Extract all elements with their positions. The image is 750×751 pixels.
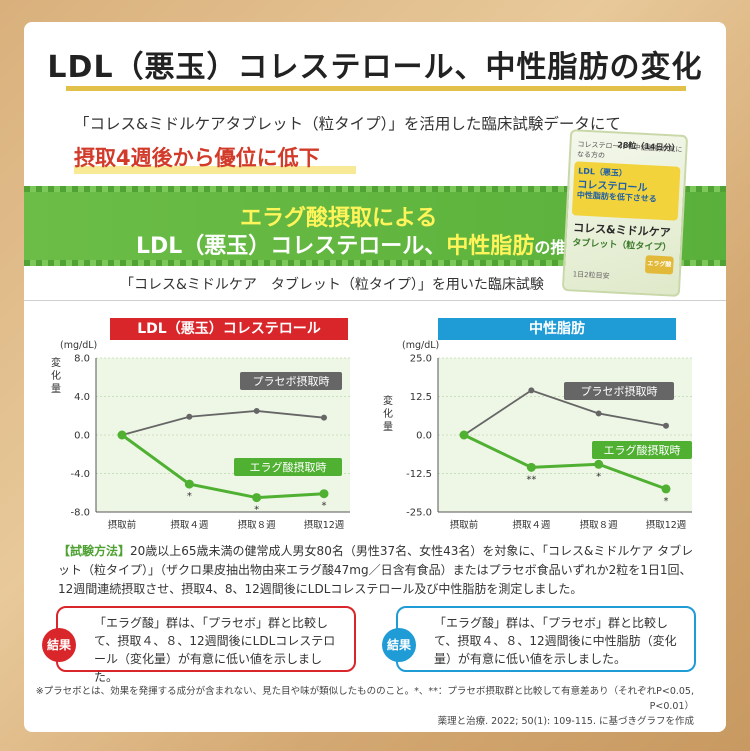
trial-divider [24,300,726,301]
tg-plot-bg [438,358,692,512]
product-package: コレステロールや中性脂肪が気になる方の 28粒（14日分） LDL（悪玉） コレ… [561,129,689,297]
page-title: LDL（悪玉）コレステロール、中性脂肪の変化 [47,50,703,85]
ldl-ytick-label: 8.0 [74,354,90,365]
tg-chart: (mg/dL) 変化量 25.0 12.5 0.0 -12.5 -25.0 摂取前 摂取４週 摂取… [383,340,692,531]
method-lead: 【試験方法】 [58,544,131,558]
result-tg-box: 「エラグ酸」群は、「プラセボ」群と比較して、摂取４、８、12週間後に中性脂肪（変… [396,606,696,672]
product-footer: 1日2粒目安 [572,270,610,281]
banner-ldl: LDL（悪玉）コレステロール、 [136,234,447,259]
banner-tg: 中性脂肪 [446,234,535,259]
result-tg-badge: 結果 [382,628,416,662]
result-ldl-badge: 結果 [42,628,76,662]
tg-ylabel-char: 化 [383,407,393,420]
ldl-significance-mark: * [322,501,327,512]
ldl-ylabel-char: 変 [51,356,61,369]
ldl-point-ellagic [252,493,262,503]
highlight-text: 摂取4週後から優位に低下 [74,146,320,170]
ldl-point-placebo [321,414,327,421]
tg-ytick-label: -12.5 [406,469,432,480]
tg-point-placebo [528,387,535,394]
ldl-significance-mark: * [187,491,192,502]
tg-unit-label: (mg/dL) [402,340,439,351]
ldl-legend-box-placebo [240,372,342,390]
tg-point-ellagic [459,430,469,440]
tg-xtick-label: 摂取４週 [512,519,551,531]
ldl-ytick-label: -8.0 [70,508,90,519]
tg-legend-box-placebo [564,382,674,400]
footnote: ※プラセボとは、効果を発揮する成分が含まれない、見た目や味が類似したもののこと。… [0,684,694,729]
highlight-underline [74,166,356,174]
ldl-xtick-label: 摂取８週 [238,519,277,531]
tg-ylabel-char: 量 [383,421,393,433]
ldl-legend-label-placebo: プラセボ摂取時 [253,374,330,388]
ldl-series-line-ellagic [121,433,325,500]
tg-point-placebo [663,422,669,429]
ldl-xtick-label: 摂取４週 [170,519,209,531]
result-ldl-text: 「エラグ酸」群は、「プラセボ」群と比較して、摂取４、８、12週間後にLDLコレス… [94,616,336,684]
result-ldl-box: 「エラグ酸」群は、「プラセボ」群と比較して、摂取４、８、12週間後にLDLコレス… [56,606,356,684]
banner-stripes-bottom [24,260,726,266]
ldl-point-placebo [253,407,260,414]
ldl-point-ellagic [319,489,329,499]
ldl-ylabel-char: 化 [51,369,61,382]
tg-significance-mark: * [664,496,669,507]
ldl-point-placebo [186,413,193,420]
tg-legend-label-placebo: プラセボ摂取時 [581,384,658,398]
tg-xtick-label: 摂取８週 [580,519,619,531]
footnote-line2: 薬理と治療. 2022; 50(1): 109-115. に基づきグラフを作成 [437,716,694,727]
method-text: 【試験方法】20歳以上65歳未満の健常成人男女80名（男性37名、女性43名）を… [58,542,698,599]
banner-stripes-top [24,186,726,192]
ldl-ytick-label: -4.0 [70,469,90,480]
tg-ytick-label: 25.0 [410,354,432,365]
tg-xtick-label: 摂取前 [450,519,479,531]
footnote-line1: ※プラセボとは、効果を発揮する成分が含まれない、見た目や味が類似したもののこと。… [35,686,694,712]
chart-ldl-title: LDL（悪玉）コレステロール [110,318,348,340]
ldl-significance-mark: * [254,505,259,516]
ldl-ylabel-char: 量 [51,383,61,395]
trial-title: 「コレス&ミドルケア タブレット（粒タイプ）」を用いた臨床試験 [120,277,544,293]
tg-ytick-label: 12.5 [410,392,432,403]
tg-xtick-label: 摂取12週 [646,519,687,531]
tg-legend-label-ellagic: エラグ酸摂取時 [604,443,681,457]
tg-significance-mark: ** [526,474,536,485]
chart-tg-title: 中性脂肪 [438,318,676,340]
ldl-xtick-label: 摂取12週 [304,519,345,531]
ldl-point-ellagic [184,479,194,489]
ldl-unit-label: (mg/dL) [60,340,97,351]
tg-point-placebo [595,410,602,417]
title-underline [66,86,686,91]
tg-ytick-label: -25.0 [406,508,432,519]
banner-line1: エラグ酸摂取による [240,206,438,231]
tg-series-line-placebo [463,389,667,436]
tg-point-ellagic [526,462,536,472]
tg-legend-box-ellagic [592,441,692,459]
ldl-ytick-label: 4.0 [74,392,90,403]
ldl-ytick-label: 0.0 [74,431,90,442]
tg-ylabel-char: 変 [383,394,393,407]
product-seal: エラグ酸 [644,255,674,275]
ldl-legend-label-ellagic: エラグ酸摂取時 [250,460,327,474]
ldl-xtick-label: 摂取前 [108,519,137,531]
tg-point-ellagic [594,459,604,469]
tg-series-line-ellagic [463,433,667,491]
banner-line2: LDL（悪玉）コレステロール、中性脂肪の推移 [136,228,582,260]
tg-ytick-label: 0.0 [416,431,432,442]
tg-point-ellagic [661,484,671,494]
ldl-series-line-placebo [121,410,325,436]
tg-significance-mark: * [596,471,601,482]
ldl-legend-box-ellagic [234,458,342,476]
method-body: 20歳以上65歳未満の健常成人男女80名（男性37名、女性43名）を対象に、「コ… [58,544,694,596]
ldl-chart: (mg/dL) 変化量 8.0 4.0 0.0 -4.0 -8.0 摂取前 摂取４週 摂取８週 摂取… [51,340,350,531]
result-tg-text: 「エラグ酸」群は、「プラセボ」群と比較して、摂取４、８、12週間後に中性脂肪（変… [434,616,677,666]
ldl-point-ellagic [117,430,127,440]
intro-text: 「コレス&ミドルケアタブレット（粒タイプ）」を活用した臨床試験データにて [74,115,621,133]
